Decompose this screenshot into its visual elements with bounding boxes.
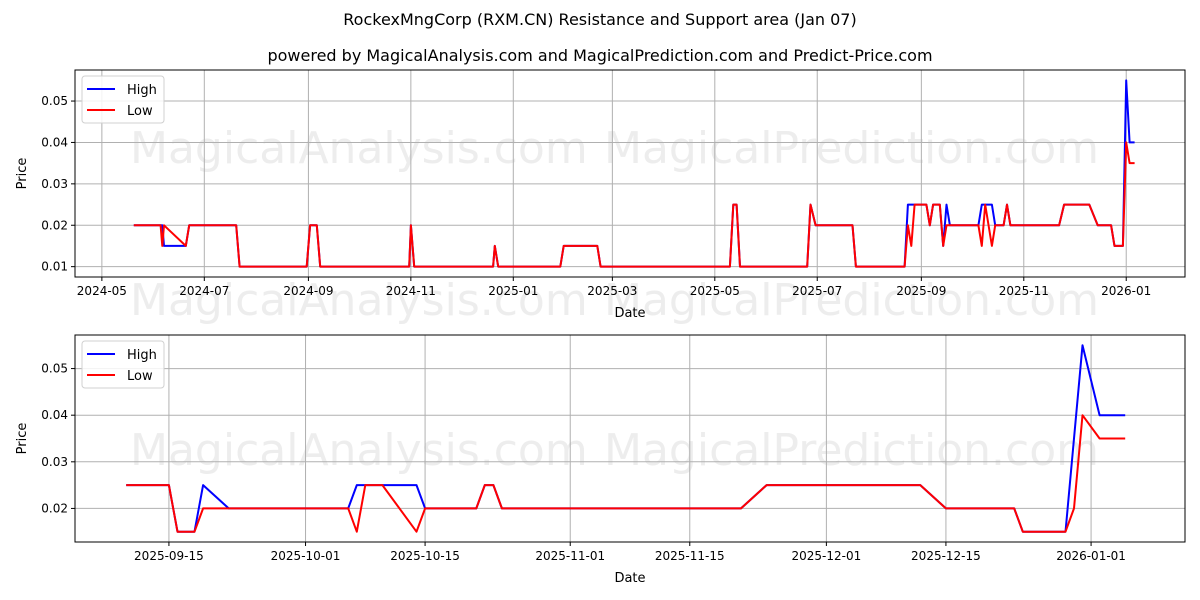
y-axis-label: Price	[15, 423, 30, 455]
legend-box	[81, 75, 165, 124]
axes-frame	[74, 69, 1186, 278]
watermark-text: MagicalPrediction.com	[604, 123, 1099, 174]
x-axis-label: Date	[614, 306, 645, 321]
x-tick-label: 2025-12-15	[911, 549, 981, 563]
x-tick-label: 2025-11	[999, 284, 1049, 298]
watermark-text: MagicalPrediction.com	[604, 275, 1099, 326]
legend-label-high: High	[127, 83, 157, 98]
x-axis-label: Date	[614, 571, 645, 586]
watermark-text: MagicalAnalysis.com	[130, 425, 588, 476]
x-tick-label: 2025-10-15	[390, 549, 460, 563]
x-tick-label: 2025-01	[488, 284, 538, 298]
watermark-text: MagicalAnalysis.com	[130, 275, 588, 326]
chart-title: RockexMngCorp (RXM.CN) Resistance and Su…	[343, 10, 857, 29]
legend-label-low: Low	[127, 104, 153, 119]
x-tick-label: 2026-01	[1101, 284, 1151, 298]
y-tick-label: 0.05	[41, 362, 68, 376]
y-tick-label: 0.03	[41, 455, 68, 469]
y-tick-label: 0.04	[41, 408, 68, 422]
x-tick-label: 2025-12-01	[792, 549, 862, 563]
y-tick-label: 0.02	[41, 501, 68, 515]
x-tick-label: 2024-09	[283, 284, 333, 298]
series-line-low	[126, 414, 1126, 533]
x-tick-label: 2024-07	[179, 284, 229, 298]
series-line-low	[133, 141, 1135, 268]
watermark-text: MagicalPrediction.com	[604, 425, 1099, 476]
y-tick-label: 0.02	[41, 218, 68, 232]
legend: High Low	[81, 75, 165, 124]
x-tick-label: 2025-03	[587, 284, 637, 298]
x-tick-label: 2025-10-01	[271, 549, 341, 563]
legend-box	[81, 340, 165, 389]
x-tick-label: 2025-05	[690, 284, 740, 298]
y-tick-label: 0.05	[41, 94, 68, 108]
legend-label-high: High	[127, 348, 157, 363]
y-tick-label: 0.04	[41, 135, 68, 149]
chart-panel-1: MagicalAnalysis.com MagicalPrediction.com…	[15, 69, 1186, 326]
legend-label-low: Low	[127, 369, 153, 384]
y-tick-label: 0.01	[41, 260, 68, 274]
y-axis-label: Price	[15, 158, 30, 190]
chart-subtitle: powered by MagicalAnalysis.com and Magic…	[267, 46, 933, 65]
x-tick-label: 2025-07	[792, 284, 842, 298]
x-tick-label: 2024-05	[77, 284, 127, 298]
watermark-text: MagicalAnalysis.com	[130, 123, 588, 174]
x-tick-label: 2026-01-01	[1056, 549, 1126, 563]
x-tick-label: 2025-09	[896, 284, 946, 298]
x-tick-label: 2025-11-15	[655, 549, 725, 563]
chart-panel-2: MagicalAnalysis.com MagicalPrediction.com…	[15, 334, 1186, 586]
x-tick-label: 2025-09-15	[134, 549, 204, 563]
axes-frame	[74, 334, 1186, 543]
x-tick-label: 2024-11	[386, 284, 436, 298]
y-tick-label: 0.03	[41, 177, 68, 191]
legend: High Low	[81, 340, 165, 389]
x-tick-label: 2025-11-01	[535, 549, 605, 563]
